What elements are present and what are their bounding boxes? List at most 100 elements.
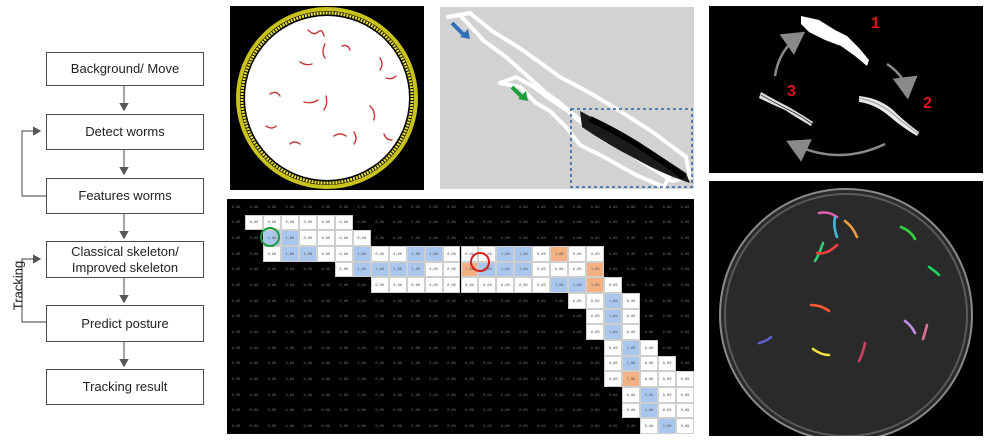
grid-cell: 0,00 (411, 361, 420, 366)
grid-cell: 0,00 (339, 408, 349, 413)
grid-cell: 0,00 (680, 204, 690, 209)
grid-cell: 0,00 (572, 204, 582, 209)
grid-cell: 0,00 (249, 330, 259, 335)
grid-cell: 0,00 (249, 251, 259, 256)
grid-cell: 0,00 (626, 236, 636, 241)
grid-cell: 0,00 (604, 371, 623, 387)
grid-cell: 0,00 (536, 314, 546, 319)
grid-cell: 0,00 (357, 345, 367, 350)
grid-cell: 0,00 (249, 345, 259, 350)
grid-cell: 0,00 (501, 236, 510, 241)
grid-cell: 0,00 (334, 261, 353, 278)
grid-cell: 1,00 (604, 324, 623, 340)
grid-cell: 0,00 (662, 220, 672, 225)
grid-cell: 0,00 (483, 377, 492, 382)
grid-cell: 0,00 (285, 424, 295, 429)
grid-cell: 0,00 (644, 204, 654, 209)
grid-cell: 0,00 (662, 345, 672, 350)
grid-cell: 0,00 (393, 345, 402, 350)
grid-cell: 0,00 (370, 246, 389, 262)
grid-cell: 0,00 (465, 236, 474, 241)
grid-cell: 0,00 (447, 330, 456, 335)
grid-cell: 0,00 (411, 392, 420, 397)
grid-cell: 0,00 (501, 377, 510, 382)
grid-cell: 0,00 (590, 220, 600, 225)
grid-cell: 0,00 (483, 345, 492, 350)
grid-cell: 0,00 (590, 361, 600, 366)
grid-cell: 0,00 (303, 424, 313, 429)
grid-cell: 0,00 (339, 283, 349, 288)
grid-cell: 1,00 (352, 261, 371, 278)
grid-cell: 1,00 (640, 402, 659, 419)
petri-dish-image (236, 7, 418, 189)
grid-cell: 0,00 (465, 330, 474, 335)
grid-cell: 0,00 (321, 314, 331, 319)
grid-cell: 1,00 (604, 293, 623, 309)
cycle-number-2: 2 (923, 95, 932, 112)
grid-cell: 0,00 (375, 314, 384, 319)
grid-cell: 0,00 (267, 283, 277, 288)
grid-cell: 0,00 (231, 204, 241, 209)
grid-cell: 0,00 (429, 236, 438, 241)
grid-cell: 0,00 (680, 330, 690, 335)
grid-cell: 0,00 (339, 330, 349, 335)
grid-cell: 0,00 (483, 236, 492, 241)
grid-cell: 0,00 (586, 293, 605, 309)
grid-cell: 0,00 (388, 277, 407, 293)
grid-cell: 0,00 (429, 408, 438, 413)
grid-cell: 0,00 (554, 204, 564, 209)
grid-cell: 0,00 (411, 345, 420, 350)
grid-cell: 0,00 (626, 251, 636, 256)
step-features-worms: Features worms (46, 178, 204, 214)
grid-cell: 0,00 (447, 298, 456, 303)
grid-cell: 0,00 (393, 236, 402, 241)
grid-cell: 0,00 (536, 204, 546, 209)
grid-cell: 0,00 (357, 330, 367, 335)
grid-cell: 0,00 (424, 261, 443, 278)
grid-cell: 0,00 (554, 408, 564, 413)
grid-cell: 0,00 (622, 308, 641, 325)
grid-cell: 0,00 (568, 261, 587, 278)
grid-cell: 0,00 (321, 361, 331, 366)
grid-cell: 0,00 (231, 345, 241, 350)
grid-cell: 0,00 (447, 345, 456, 350)
tracking-loop-label: Tracking (10, 260, 26, 311)
grid-cell: 0,00 (303, 283, 313, 288)
grid-cell: 0,00 (568, 246, 587, 262)
grid-cell: 0,00 (501, 314, 510, 319)
grid-cell: 0,00 (640, 355, 659, 372)
grid-cell: 0,00 (447, 220, 456, 225)
grid-cell: 1,00 (352, 246, 371, 262)
grid-cell: 0,00 (321, 283, 331, 288)
grid-cell: 0,00 (375, 392, 384, 397)
grid-cell: 0,00 (285, 345, 295, 350)
grid-cell: 0,00 (339, 204, 349, 209)
grid-cell: 0,00 (429, 220, 438, 225)
grid-cell: 0,00 (478, 277, 497, 293)
grid-cell: 0,00 (501, 298, 510, 303)
worm-outline-image (440, 7, 694, 189)
grid-cell: 0,00 (680, 361, 690, 366)
grid-cell: 0,00 (572, 377, 582, 382)
grid-cell: 0,00 (321, 345, 331, 350)
grid-cell: 0,00 (249, 298, 259, 303)
grid-cell: 0,00 (411, 377, 420, 382)
grid-cell: 0,00 (536, 220, 546, 225)
grid-cell: 0,00 (429, 330, 438, 335)
grid-cell: 0,00 (554, 220, 564, 225)
grid-cell: 0,00 (285, 283, 295, 288)
grid-cell: 1,00 (280, 230, 299, 246)
grid-cell: 0,00 (334, 246, 353, 262)
grid-cell: 0,00 (676, 402, 694, 419)
grid-cell: 0,00 (662, 267, 672, 272)
grid-cell: 0,00 (375, 361, 384, 366)
grid-cell: 0,00 (231, 424, 241, 429)
grid-cell: 0,00 (532, 261, 551, 278)
grid-cell: 0,00 (590, 377, 600, 382)
grid-cell: 0,00 (393, 424, 402, 429)
grid-cell: 0,00 (554, 392, 564, 397)
grid-cell: 0,00 (532, 246, 551, 262)
grid-cell: 0,00 (429, 361, 438, 366)
grid-cell: 0,00 (303, 408, 313, 413)
grid-cell: 0,00 (644, 236, 654, 241)
